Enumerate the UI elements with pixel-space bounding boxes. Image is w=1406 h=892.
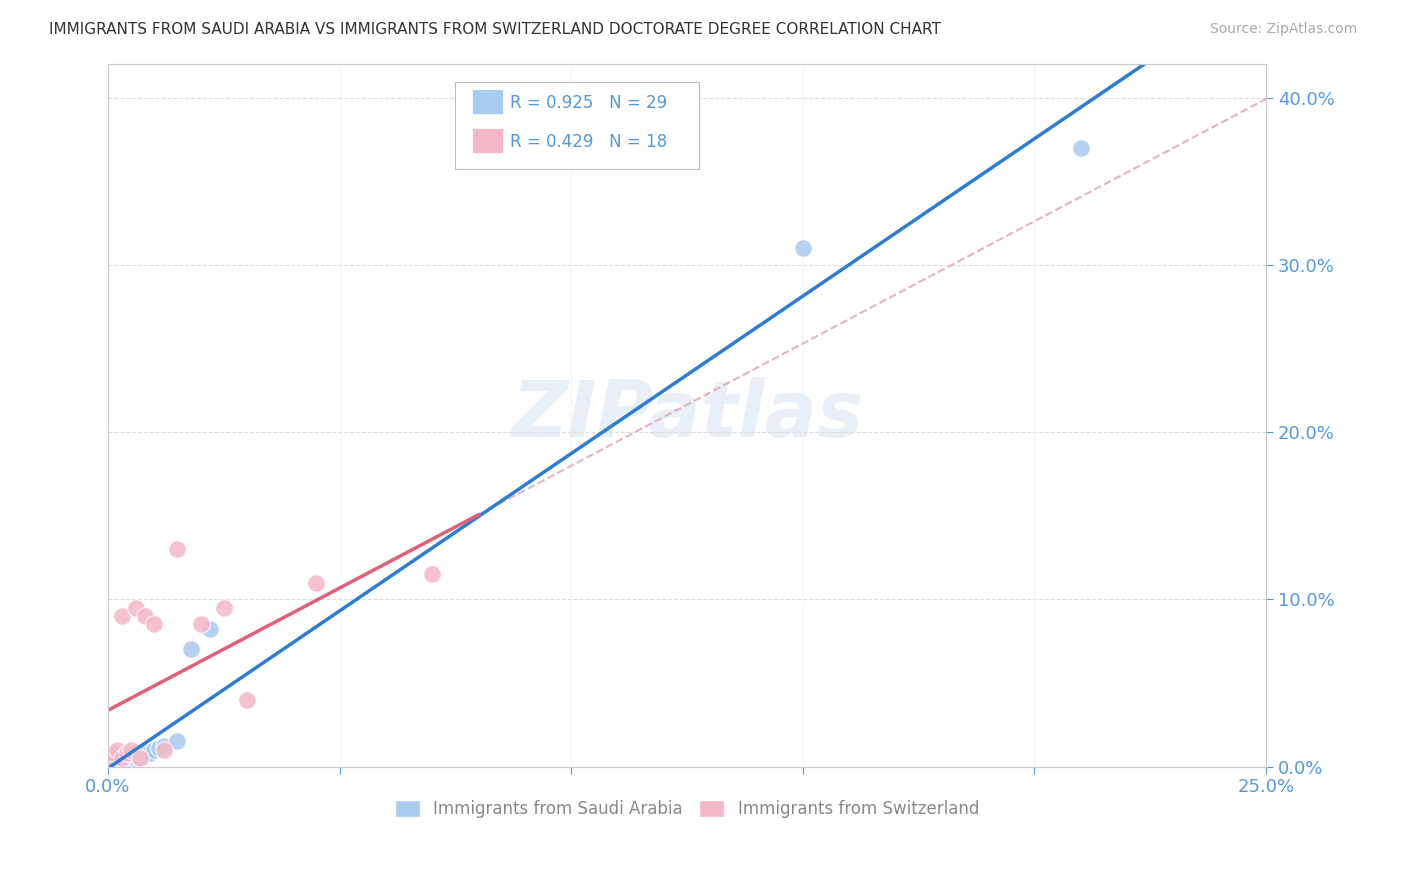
Text: R = 0.925   N = 29: R = 0.925 N = 29	[510, 94, 666, 112]
FancyBboxPatch shape	[471, 89, 503, 114]
Point	[190, 617, 212, 632]
Point	[212, 600, 235, 615]
Point	[138, 746, 160, 760]
Text: R = 0.429   N = 18: R = 0.429 N = 18	[510, 133, 666, 151]
Point	[115, 746, 138, 760]
Point	[101, 756, 124, 771]
Point	[120, 753, 142, 767]
Text: ZIPatlas: ZIPatlas	[510, 377, 863, 453]
Point	[236, 692, 259, 706]
Point	[105, 753, 128, 767]
Point	[134, 609, 156, 624]
Point	[134, 744, 156, 758]
Point	[111, 751, 134, 765]
Point	[152, 739, 174, 754]
Point	[143, 743, 166, 757]
Point	[152, 743, 174, 757]
Point	[105, 743, 128, 757]
Point	[198, 623, 221, 637]
Point	[134, 747, 156, 762]
Point	[120, 747, 142, 762]
Point	[111, 609, 134, 624]
Point	[101, 755, 124, 769]
Point	[125, 747, 148, 762]
Point	[125, 746, 148, 760]
Point	[101, 746, 124, 760]
Point	[111, 755, 134, 769]
Point	[1070, 141, 1092, 155]
Point	[129, 746, 152, 760]
Point	[120, 743, 142, 757]
Legend: Immigrants from Saudi Arabia, Immigrants from Switzerland: Immigrants from Saudi Arabia, Immigrants…	[388, 794, 986, 825]
Point	[125, 751, 148, 765]
Point	[125, 600, 148, 615]
Point	[115, 749, 138, 764]
Point	[143, 617, 166, 632]
Point	[120, 749, 142, 764]
Point	[111, 749, 134, 764]
Point	[105, 755, 128, 769]
Point	[420, 567, 443, 582]
Text: Source: ZipAtlas.com: Source: ZipAtlas.com	[1209, 22, 1357, 37]
Point	[166, 734, 188, 748]
Point	[180, 642, 202, 657]
Point	[101, 751, 124, 765]
Text: IMMIGRANTS FROM SAUDI ARABIA VS IMMIGRANTS FROM SWITZERLAND DOCTORATE DEGREE COR: IMMIGRANTS FROM SAUDI ARABIA VS IMMIGRAN…	[49, 22, 941, 37]
Point	[166, 542, 188, 557]
Point	[129, 751, 152, 765]
Point	[148, 741, 170, 756]
Point	[111, 751, 134, 765]
Point	[129, 749, 152, 764]
Point	[305, 575, 328, 590]
Point	[115, 753, 138, 767]
FancyBboxPatch shape	[471, 128, 503, 153]
FancyBboxPatch shape	[456, 82, 699, 169]
Point	[792, 241, 814, 255]
Point	[105, 751, 128, 765]
